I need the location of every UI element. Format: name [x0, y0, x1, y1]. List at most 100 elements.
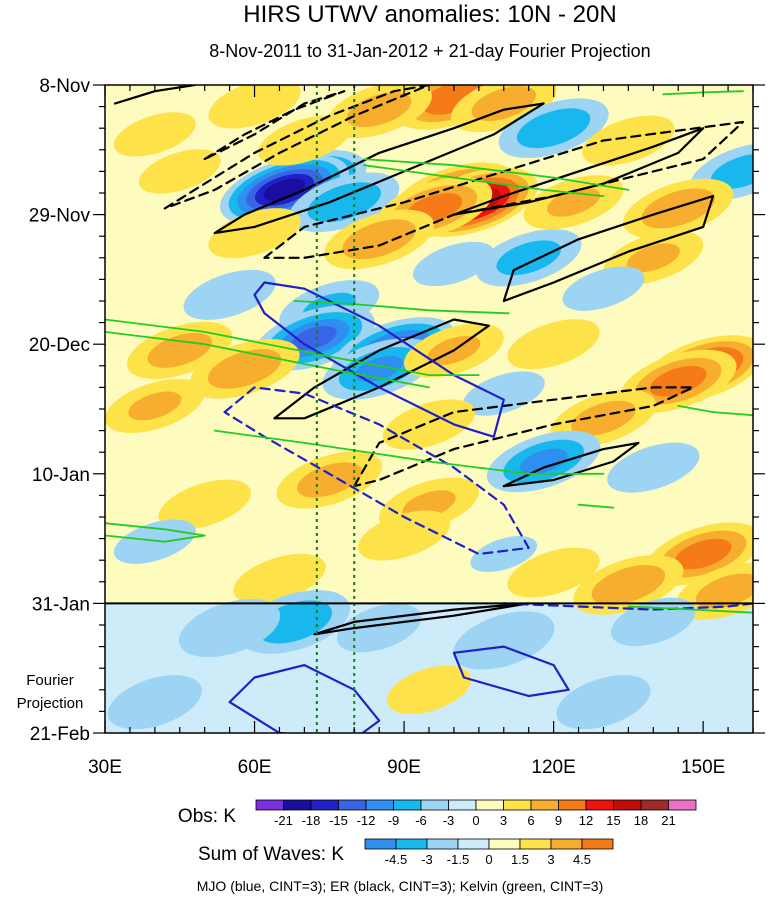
anomaly-patch: [208, 208, 301, 259]
colorbar-tick-label: 1.5: [511, 852, 529, 867]
colorbar-tick-label: -21: [274, 813, 293, 828]
plot-area: [105, 85, 753, 733]
contour-legend-note: MJO (blue, CINT=3); ER (black, CINT=3); …: [197, 878, 604, 894]
colorbar-tick-label: -18: [302, 813, 321, 828]
colorbar-swatch: [310, 799, 339, 811]
anomaly-patch: [591, 564, 666, 605]
colorbar-tick-label: 21: [661, 813, 675, 828]
anomaly-patch: [346, 92, 412, 128]
colorbar-tick-label: -3: [421, 852, 433, 867]
projection-anomaly-patch: [107, 675, 202, 730]
kelvin-contour: [577, 503, 615, 509]
colorbar-swatch: [426, 838, 459, 850]
colorbar-swatch: [558, 799, 587, 811]
anomaly-patch: [710, 153, 753, 189]
colorbar-swatch: [364, 838, 397, 850]
colorbar-swatch: [283, 799, 312, 811]
colorbar-tick-label: 3: [547, 852, 554, 867]
er-contour: [502, 195, 715, 303]
colorbar-swatch: [475, 799, 504, 811]
colorbar-swatch: [519, 838, 552, 850]
colorbar-swatch: [668, 799, 697, 811]
anomaly-patch: [571, 400, 636, 436]
er-contour: [263, 120, 745, 259]
colorbar-tick-label: -15: [329, 813, 348, 828]
anomaly-patch: [138, 149, 221, 194]
er-contour: [502, 441, 640, 488]
projection-label-line1: Fourier: [26, 672, 74, 689]
er-contour: [353, 386, 695, 488]
projection-anomaly-patch: [556, 675, 651, 730]
projection-anomaly-patch: [178, 599, 281, 658]
obs-colorbar: -21 -18 -15 -12 -9 -6 -3 0 3 6 9 12 15 18 21: [255, 799, 697, 828]
anomaly-patch: [496, 240, 561, 276]
colorbar-tick-label: 3: [500, 813, 507, 828]
colorbar-tick-label: 9: [555, 813, 562, 828]
anomaly-patch: [147, 332, 213, 368]
colorbar-tick-label: 6: [527, 813, 534, 828]
colorbar-swatch: [448, 799, 477, 811]
reference-lines: [315, 85, 356, 733]
er-contour: [203, 90, 346, 161]
colorbar-tick-label: -9: [388, 813, 400, 828]
anomaly-patch: [626, 243, 680, 273]
anomaly-patch: [342, 219, 416, 260]
colorbar-swatch: [503, 799, 532, 811]
mjo-contour: [253, 281, 505, 438]
colorbar-swatch: [457, 838, 490, 850]
x-tick-label: 150E: [681, 757, 725, 778]
mjo-contour: [502, 602, 753, 611]
anomaly-patch: [607, 442, 700, 493]
y-tick-label: 31-Jan: [32, 594, 90, 615]
y-tick-label: 20-Dec: [29, 335, 90, 356]
colorbar-swatch: [393, 799, 422, 811]
chart-title: HIRS UTWV anomalies: 10N - 20N: [243, 1, 616, 28]
colorbar-swatch: [255, 799, 284, 811]
anomaly-patch: [507, 547, 600, 598]
er-contour: [273, 318, 490, 420]
x-tick-label: 90E: [387, 757, 421, 778]
colorbar-swatch: [395, 838, 428, 850]
colorbar-swatch: [640, 799, 669, 811]
anomaly-patch: [158, 479, 251, 530]
obs-colorbar-label: Obs: K: [178, 806, 236, 827]
anomaly-patch: [674, 538, 732, 570]
colorbar-swatch: [550, 838, 583, 850]
colorbar-swatch: [613, 799, 642, 811]
colorbar-swatch: [530, 799, 559, 811]
colorbar-swatch: [338, 799, 367, 811]
kelvin-contour: [105, 331, 430, 389]
kelvin-contour: [105, 318, 480, 376]
anomaly-patch: [297, 462, 362, 498]
y-tick-label: 29-Nov: [29, 206, 91, 227]
x-tick-label: 60E: [238, 757, 272, 778]
anomaly-patch: [562, 266, 645, 311]
anomaly-patch: [183, 269, 276, 320]
anomaly-patch: [233, 553, 326, 604]
kelvin-contour: [293, 300, 510, 315]
colorbar-tick-label: 12: [579, 813, 593, 828]
kelvin-contour: [363, 158, 630, 191]
anomaly-patch: [507, 319, 600, 370]
anomaly-patch: [519, 448, 568, 475]
anomaly-patch: [263, 178, 306, 202]
y-tick-label: 10-Jan: [32, 465, 90, 486]
colorbar-tick-label: 0: [485, 852, 492, 867]
x-tick-label: 30E: [88, 757, 122, 778]
colorbar-tick-label: -4.5: [385, 852, 407, 867]
anomaly-patch: [516, 108, 591, 149]
x-tick-label: 120E: [531, 757, 575, 778]
colorbar-tick-label: -12: [357, 813, 376, 828]
mjo-contour: [223, 386, 530, 556]
colorbar-swatch: [488, 838, 521, 850]
anomaly-patch: [695, 573, 753, 609]
colorbar-swatch: [585, 799, 614, 811]
mjo-contour: [452, 645, 570, 698]
anomaly-patch: [649, 365, 707, 397]
colorbar-tick-label: 0: [472, 813, 479, 828]
anomaly-patch: [470, 536, 538, 573]
waves-colorbar-label: Sum of Waves: K: [198, 844, 344, 865]
anomaly-patch: [582, 115, 675, 166]
anomaly-patch: [641, 188, 715, 229]
